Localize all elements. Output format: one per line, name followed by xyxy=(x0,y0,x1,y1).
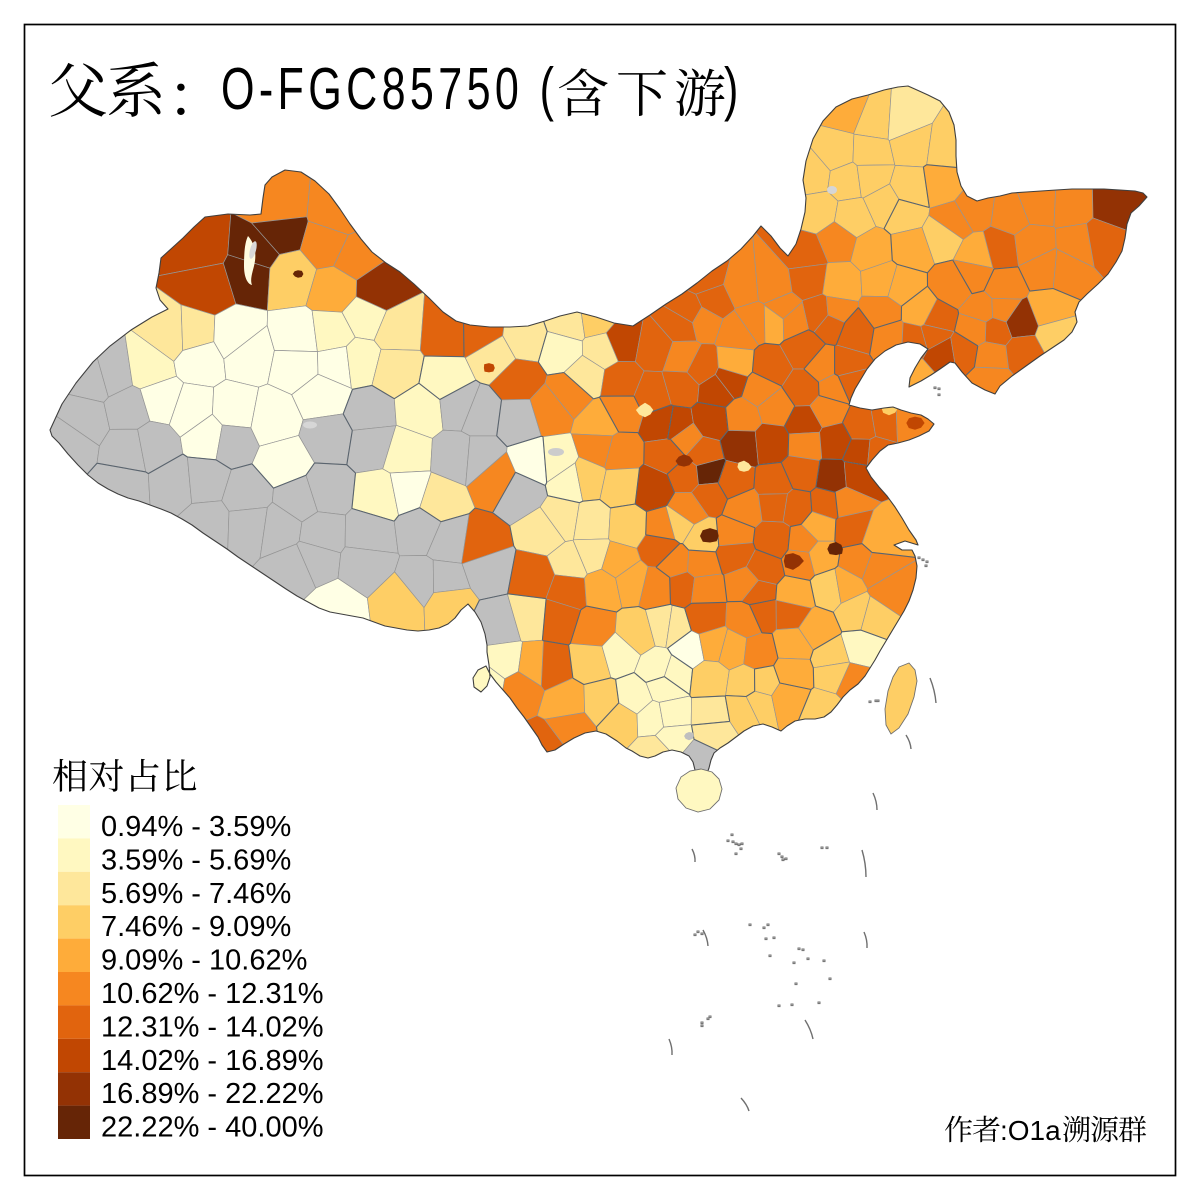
svg-text:7.46% - 9.09%: 7.46% - 9.09% xyxy=(101,911,291,943)
svg-text:5.69% - 7.46%: 5.69% - 7.46% xyxy=(101,878,291,910)
svg-text:16.89% - 22.22%: 16.89% - 22.22% xyxy=(101,1078,323,1110)
svg-text:10.62% - 12.31%: 10.62% - 12.31% xyxy=(101,978,323,1010)
svg-text:9.09% - 10.62%: 9.09% - 10.62% xyxy=(101,945,307,977)
svg-text:12.31% - 14.02%: 12.31% - 14.02% xyxy=(101,1011,323,1043)
svg-text:22.22% - 40.00%: 22.22% - 40.00% xyxy=(101,1112,323,1144)
svg-text:): ) xyxy=(724,55,738,121)
svg-text::O1a: :O1a xyxy=(1000,1115,1061,1146)
svg-text:O-FGC85750 (: O-FGC85750 ( xyxy=(221,55,558,121)
svg-text:0.94% - 3.59%: 0.94% - 3.59% xyxy=(101,811,291,843)
svg-text:3.59% - 5.69%: 3.59% - 5.69% xyxy=(101,844,291,876)
svg-text:14.02% - 16.89%: 14.02% - 16.89% xyxy=(101,1045,323,1077)
